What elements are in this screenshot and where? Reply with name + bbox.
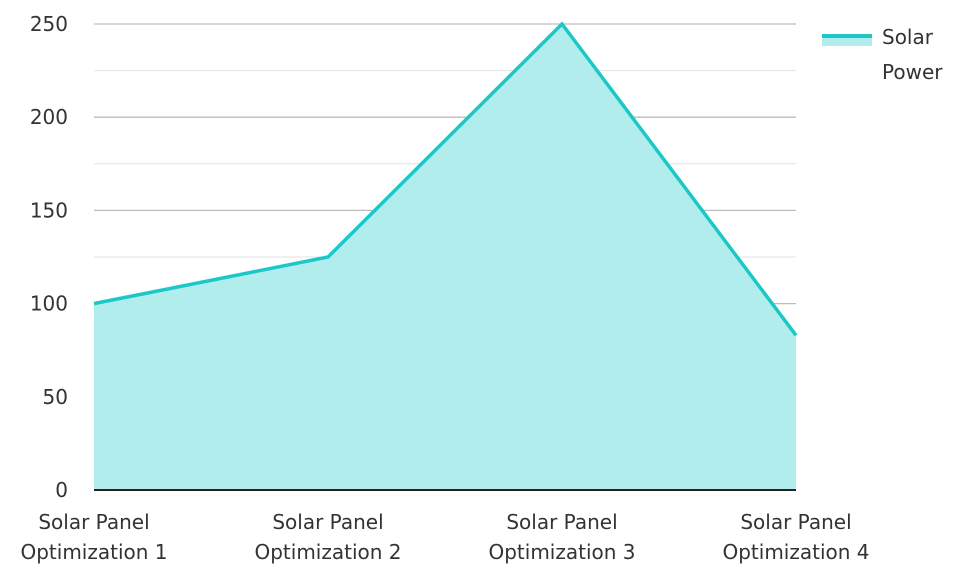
legend-label-line-1: Solar (882, 25, 934, 49)
x-tick-labels: Solar Panel Optimization 1 Solar Panel Opti… (20, 510, 869, 564)
x-tick-label-line: Optimization 3 (488, 540, 635, 564)
line-layer (93, 21, 798, 337)
area-fill (94, 24, 796, 490)
legend: Solar Power (822, 25, 943, 84)
y-tick-label: 100 (30, 292, 68, 316)
x-tick-label: Solar Panel Optimization 1 (20, 510, 167, 564)
y-tick-labels: 0 50 100 150 200 250 (30, 12, 68, 502)
legend-label-line-2: Power (882, 60, 943, 84)
series-line (93, 21, 798, 337)
x-tick-label-line: Solar Panel (740, 510, 851, 534)
y-tick-label: 150 (30, 198, 68, 222)
x-tick-label: Solar Panel Optimization 3 (488, 510, 635, 564)
y-tick-label: 0 (55, 478, 68, 502)
x-tick-label-line: Solar Panel (506, 510, 617, 534)
x-tick-label-line: Optimization 4 (722, 540, 869, 564)
x-tick-label-line: Optimization 1 (20, 540, 167, 564)
y-tick-label: 50 (43, 385, 68, 409)
x-tick-label-line: Solar Panel (38, 510, 149, 534)
area-layer (94, 24, 796, 490)
legend-swatch-fill (822, 36, 872, 46)
x-tick-label: Solar Panel Optimization 4 (722, 510, 869, 564)
y-tick-label: 200 (30, 105, 68, 129)
x-tick-label: Solar Panel Optimization 2 (254, 510, 401, 564)
y-tick-label: 250 (30, 12, 68, 36)
x-tick-label-line: Solar Panel (272, 510, 383, 534)
x-tick-label-line: Optimization 2 (254, 540, 401, 564)
